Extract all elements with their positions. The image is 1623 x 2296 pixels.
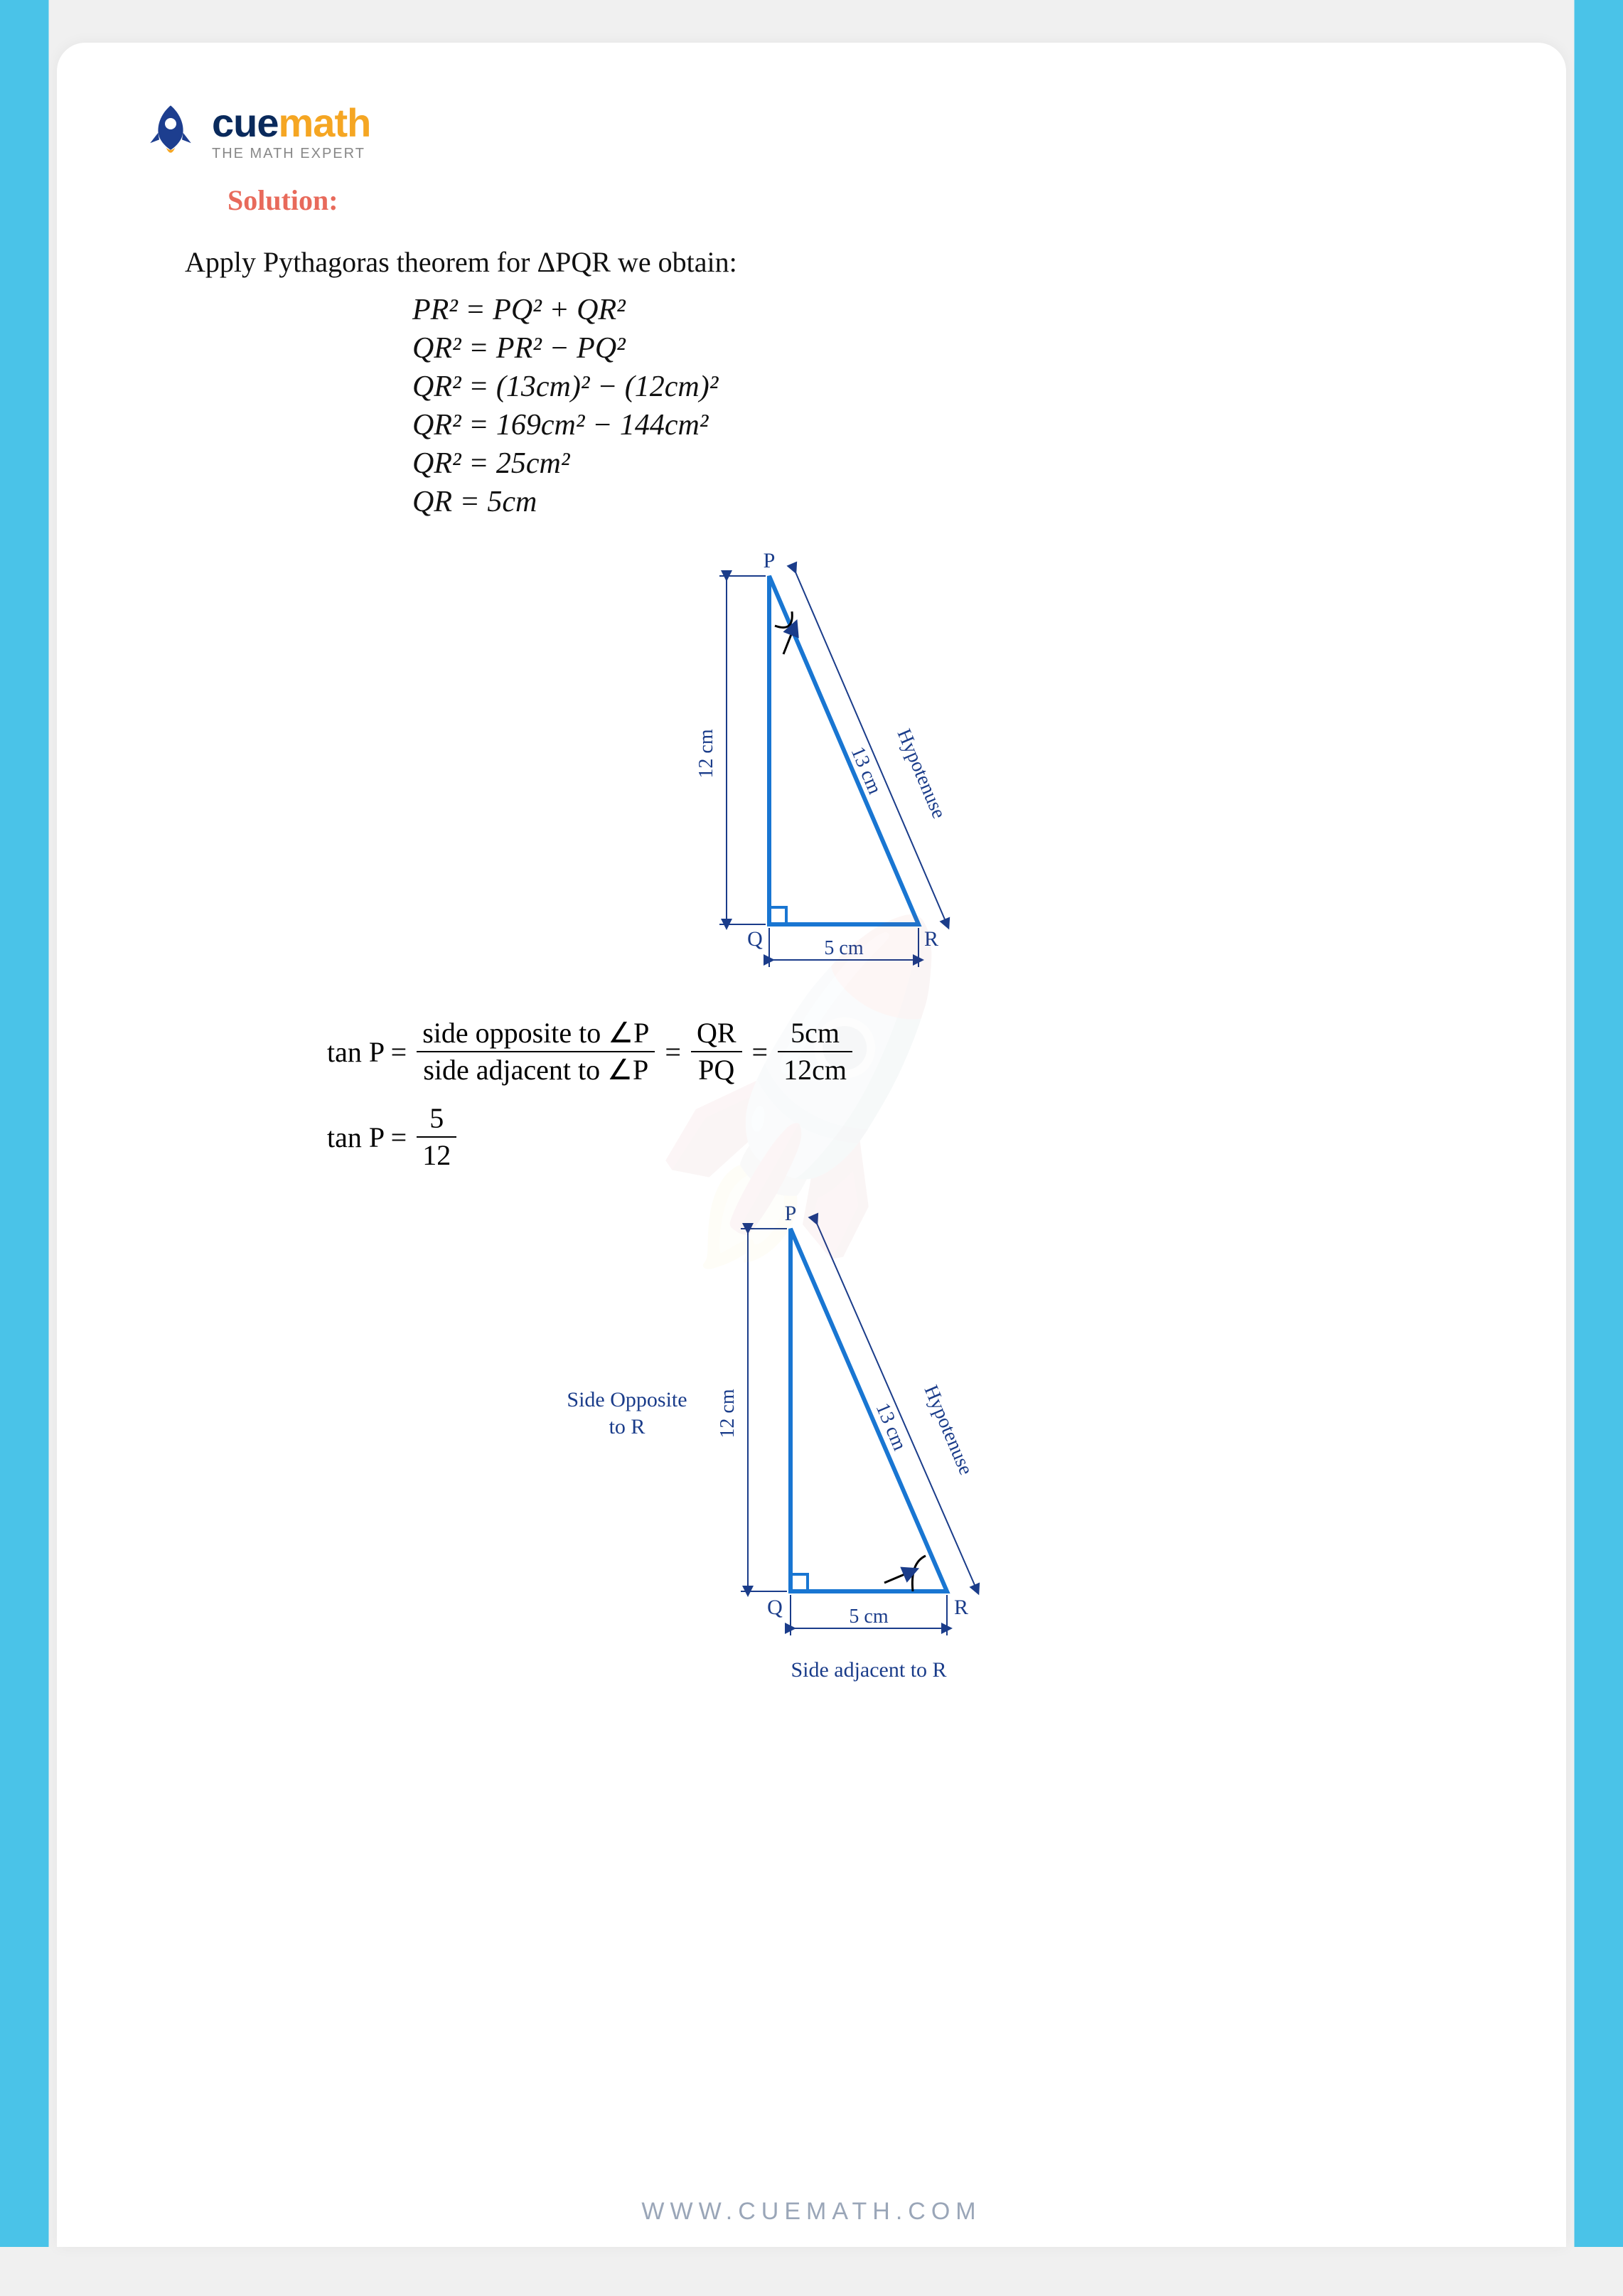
svg-text:R: R [923,927,938,951]
triangle-diagram-2: P Q R 12 cm Side Opposite to R 5 cm Side… [142,1193,1481,1719]
svg-text:to R: to R [609,1415,645,1438]
eq-line: QR² = PR² − PQ² [412,331,1481,365]
pythagoras-block: PR² = PQ² + QR² QR² = PR² − PQ² QR² = (1… [412,293,1481,519]
fraction: 5cm 12cm [778,1017,852,1086]
logo: cuemath THE MATH EXPERT [142,100,1481,162]
footer-url: WWW.CUEMATH.COM [57,2177,1566,2247]
brand-part1: cue [212,100,279,145]
svg-text:5 cm: 5 cm [824,937,863,959]
solution-heading: Solution: [227,183,1481,217]
svg-text:Hypotenuse: Hypotenuse [892,726,950,822]
rocket-icon [142,101,199,161]
svg-text:Q: Q [747,927,763,951]
svg-text:Side Opposite: Side Opposite [567,1388,687,1411]
svg-text:Side adjacent to R: Side adjacent to R [791,1658,946,1682]
svg-text:12 cm: 12 cm [695,729,717,778]
fraction: side opposite to ∠P side adjacent to ∠P [417,1017,655,1086]
tan-p-equation: tan P = side opposite to ∠P side adjacen… [327,1017,1481,1172]
svg-text:P: P [784,1202,796,1225]
intro-text: Apply Pythagoras theorem for ΔPQR we obt… [185,245,1481,279]
svg-text:R: R [953,1596,968,1619]
vertex-p: P [763,549,775,572]
logo-text: cuemath THE MATH EXPERT [212,100,370,162]
eq-line: QR² = 169cm² − 144cm² [412,408,1481,442]
brand-part2: math [279,100,371,145]
eq-line: QR = 5cm [412,485,1481,519]
svg-text:5 cm: 5 cm [849,1606,888,1628]
fraction: QR PQ [691,1017,742,1086]
eq-line: PR² = PQ² + QR² [412,293,1481,327]
tan-lhs: tan P = [327,1121,407,1154]
svg-text:12 cm: 12 cm [717,1389,739,1438]
tan-lhs: tan P = [327,1035,407,1069]
eq-line: QR² = 25cm² [412,447,1481,481]
triangle-diagram-1: P Q R 12 cm 5 cm 13 cm Hypotenuse [142,540,1481,995]
page: 🚀 cuemath THE MATH EXPERT Solution: [57,43,1566,2247]
fraction: 5 12 [417,1102,456,1172]
svg-text:Hypotenuse: Hypotenuse [919,1382,977,1478]
eq-line: QR² = (13cm)² − (12cm)² [412,370,1481,404]
brand-tagline: THE MATH EXPERT [212,146,370,162]
svg-text:Q: Q [767,1596,783,1619]
